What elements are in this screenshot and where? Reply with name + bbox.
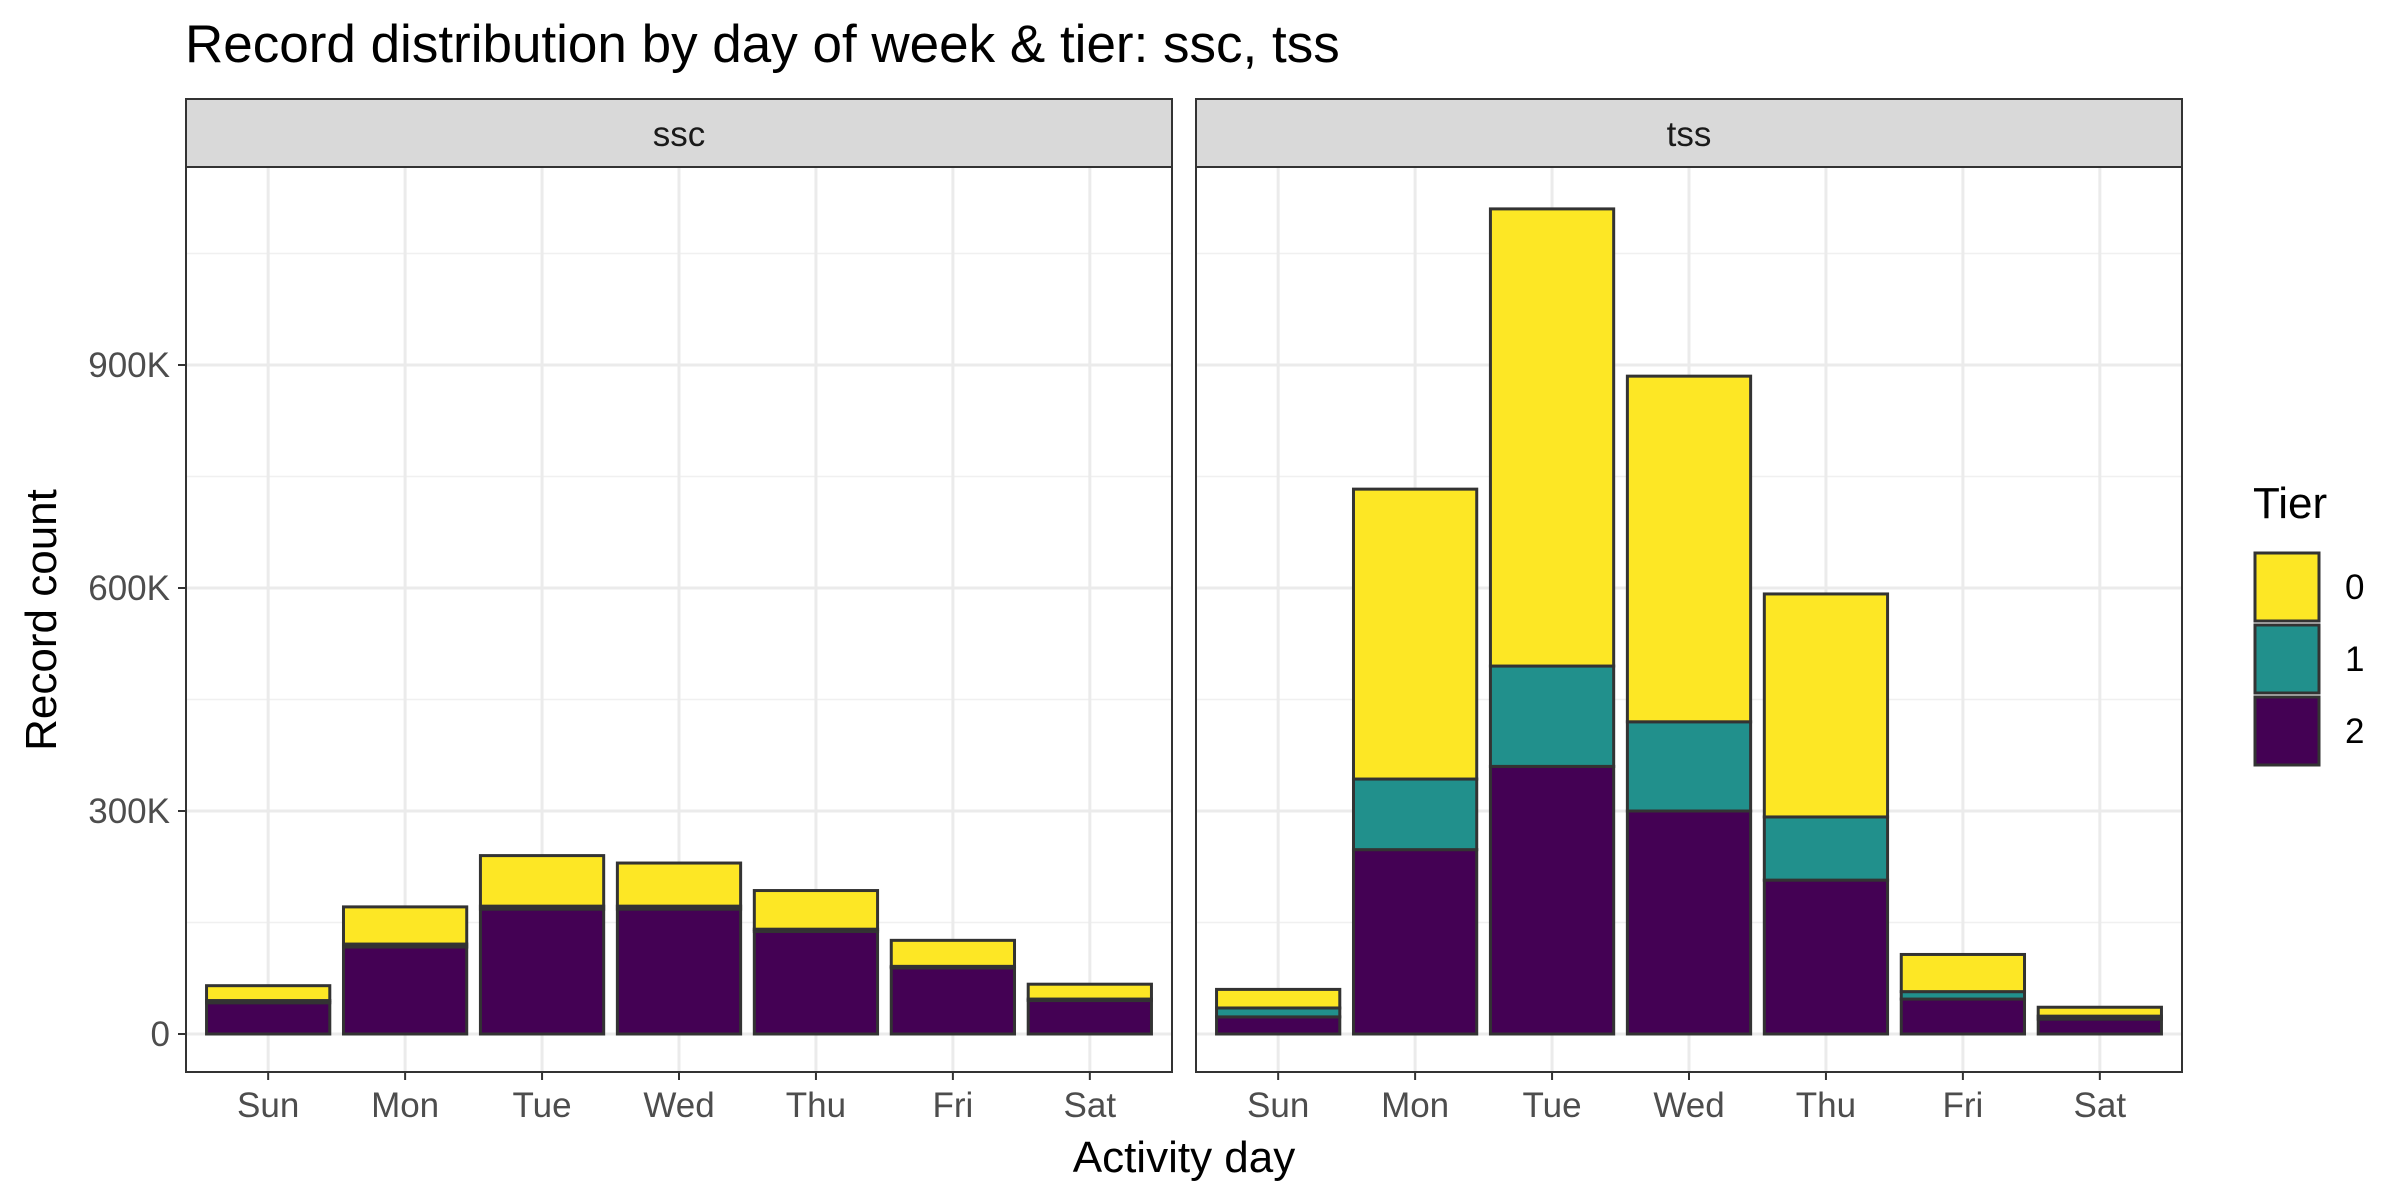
bar-tss-thu-tier-0 xyxy=(1762,592,1890,819)
bar-tss-tue-tier-2 xyxy=(1488,764,1616,1036)
bar-tss-wed-tier-1 xyxy=(1625,720,1753,813)
bar-tss-fri-tier-2 xyxy=(1899,997,2027,1036)
x-tick-label: Sun xyxy=(237,1086,299,1125)
x-tick-label: Sun xyxy=(1247,1086,1309,1125)
grid-ssc xyxy=(186,167,1172,1072)
bar-ssc-sat-tier-0 xyxy=(1026,982,1153,1001)
legend-label-tier-2: 2 xyxy=(2345,712,2364,751)
bar-ssc-mon-tier-0 xyxy=(341,905,469,946)
bar-ssc-fri-tier-0 xyxy=(889,938,1017,968)
bar-ssc-sat-tier-2 xyxy=(1026,999,1153,1036)
bar-tss-wed-tier-0 xyxy=(1625,374,1753,724)
legend-title: Tier xyxy=(2253,479,2327,528)
x-tick-label: Fri xyxy=(932,1086,973,1125)
bar-tss-tue-tier-0 xyxy=(1488,207,1616,668)
y-axis: 0 300K 600K 900K xyxy=(88,346,186,1054)
x-axis-tss: Sun Mon Tue Wed Thu Fri Sat xyxy=(1247,1072,2126,1125)
bar-ssc-thu-tier-2 xyxy=(752,929,880,1036)
bar-ssc-tue-tier-0 xyxy=(478,854,606,908)
bar-ssc-fri-tier-2 xyxy=(889,966,1017,1036)
facet-strip-label-tss: tss xyxy=(1667,115,1712,154)
x-axis-title: Activity day xyxy=(1073,1133,1296,1182)
bar-tss-sat-tier-2 xyxy=(2036,1017,2163,1036)
legend: Tier 0 1 2 xyxy=(2253,479,2364,767)
x-tick-label: Thu xyxy=(1796,1086,1856,1125)
facet-tss: tss Sun Mon Tue Wed Thu Fri Sat xyxy=(1195,98,2183,1125)
legend-label-tier-1: 1 xyxy=(2345,640,2364,679)
facet-strip-label-ssc: ssc xyxy=(653,115,706,154)
x-tick-label: Sat xyxy=(2074,1086,2127,1125)
y-tick-label: 300K xyxy=(88,792,170,831)
bar-ssc-sun-tier-2 xyxy=(205,1001,332,1036)
x-tick-label: Thu xyxy=(786,1086,846,1125)
bar-tss-thu-tier-1 xyxy=(1762,815,1890,882)
bar-ssc-mon-tier-2 xyxy=(341,945,469,1036)
legend-swatch-tier-0 xyxy=(2253,551,2321,623)
bar-ssc-thu-tier-0 xyxy=(752,889,880,931)
y-tick-label: 900K xyxy=(88,346,170,385)
legend-swatch-tier-1 xyxy=(2253,623,2321,695)
bars-ssc xyxy=(205,854,1153,1036)
y-tick-label: 0 xyxy=(151,1015,170,1054)
bar-tss-sun-tier-0 xyxy=(1215,987,1342,1010)
x-tick-label: Wed xyxy=(643,1086,714,1125)
bar-tss-sat-tier-0 xyxy=(2036,1005,2163,1018)
x-tick-label: Wed xyxy=(1653,1086,1724,1125)
bar-ssc-tue-tier-2 xyxy=(478,907,606,1036)
bars-tss xyxy=(1215,207,2163,1036)
x-tick-label: Sat xyxy=(1064,1086,1117,1125)
bar-ssc-wed-tier-2 xyxy=(615,907,743,1036)
bar-ssc-wed-tier-0 xyxy=(615,861,743,908)
x-tick-label: Mon xyxy=(371,1086,439,1125)
x-axis-ssc: Sun Mon Tue Wed Thu Fri Sat xyxy=(237,1072,1116,1125)
chart-title: Record distribution by day of week & tie… xyxy=(185,15,1340,74)
bar-tss-tue-tier-1 xyxy=(1488,664,1616,768)
bar-tss-sun-tier-2 xyxy=(1215,1015,1342,1036)
facet-strip-ssc xyxy=(185,98,1173,168)
x-tick-label: Mon xyxy=(1381,1086,1449,1125)
bar-ssc-sun-tier-0 xyxy=(205,984,332,1003)
x-tick-label: Tue xyxy=(513,1086,572,1125)
bar-tss-mon-tier-1 xyxy=(1351,777,1479,852)
y-axis-title: Record count xyxy=(17,489,66,751)
x-tick-label: Tue xyxy=(1523,1086,1582,1125)
bar-tss-wed-tier-2 xyxy=(1625,809,1753,1036)
y-tick-label: 600K xyxy=(88,569,170,608)
bar-tss-mon-tier-2 xyxy=(1351,848,1479,1036)
bar-tss-thu-tier-2 xyxy=(1762,878,1890,1036)
legend-label-tier-0: 0 xyxy=(2345,568,2364,607)
bar-tss-fri-tier-0 xyxy=(1899,952,2027,994)
legend-swatch-tier-2 xyxy=(2253,695,2321,767)
bar-tss-mon-tier-0 xyxy=(1351,487,1479,781)
legend-items: 0 1 2 xyxy=(2253,551,2364,767)
x-tick-label: Fri xyxy=(1942,1086,1983,1125)
facet-ssc: ssc Sun Mon Tue Wed Thu Fri Sat xyxy=(185,98,1173,1125)
